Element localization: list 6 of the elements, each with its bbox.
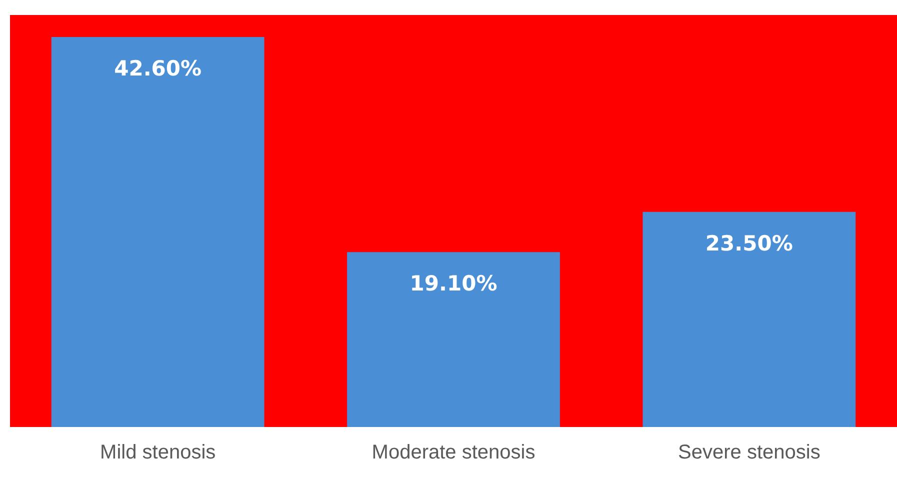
x-tick-label: Severe stenosis [678,442,820,464]
x-tick-label: Mild stenosis [100,442,216,464]
data-label: 19.10% [410,272,498,296]
data-label: 23.50% [705,231,793,256]
x-tick-label: Moderate stenosis [372,442,536,464]
data-label: 42.60% [114,56,202,80]
